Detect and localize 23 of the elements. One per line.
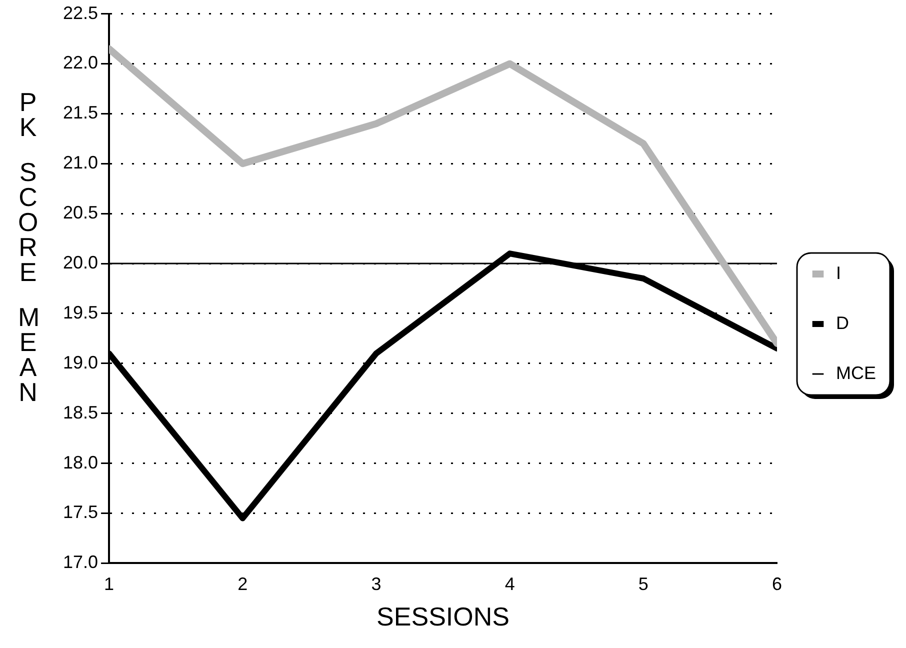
legend-label: MCE	[836, 362, 876, 383]
legend-label: I	[836, 262, 842, 283]
x-tick-label: 1	[104, 574, 114, 594]
y-tick-label: 17.0	[62, 552, 98, 572]
legend-label: D	[836, 312, 849, 333]
x-tick-label: 2	[238, 574, 248, 594]
y-tick-label: 18.5	[62, 402, 98, 422]
y-tick-label: 22.5	[62, 2, 98, 23]
y-tick-label: 22.0	[62, 52, 98, 73]
y-tick-label: 19.0	[62, 352, 98, 372]
text: PK SCORE MEAN	[18, 87, 40, 407]
y-tick-label: 20.0	[62, 252, 98, 272]
x-axis-title: SESSIONS	[376, 602, 510, 632]
x-tick-label: 4	[504, 574, 515, 594]
y-tick-label: 21.0	[62, 152, 98, 173]
y-tick-label: 20.5	[62, 202, 98, 223]
y-tick-label: 17.5	[62, 502, 98, 522]
x-tick-label: 6	[772, 574, 782, 594]
x-tick-label: 5	[638, 574, 648, 594]
x-tick-label: 3	[371, 574, 382, 594]
y-tick-label: 19.5	[62, 302, 98, 322]
y-tick-label: 21.5	[62, 102, 98, 123]
y-tick-label: 18.0	[62, 452, 98, 472]
